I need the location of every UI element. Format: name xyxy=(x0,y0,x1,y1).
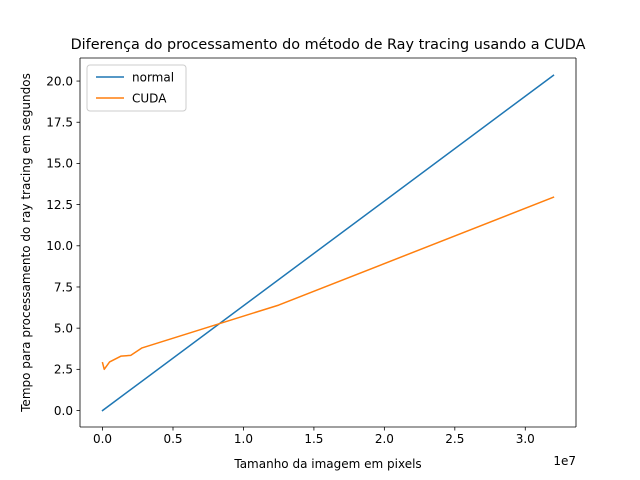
legend: normal CUDA xyxy=(86,64,187,112)
x-tick-label: 2.0 xyxy=(375,432,394,446)
x-axis-offset-label: 1e7 xyxy=(553,454,576,468)
series-line-cuda xyxy=(101,196,555,371)
x-tick-label: 3.0 xyxy=(516,432,535,446)
y-tick-label: 15.0 xyxy=(46,157,73,171)
x-tick-label: 0.5 xyxy=(163,432,182,446)
x-axis-label: Tamanho da imagem em pixels xyxy=(233,457,421,471)
legend-entry-normal: normal xyxy=(132,70,174,84)
series-line-normal xyxy=(101,74,555,412)
y-tick-label: 20.0 xyxy=(46,74,73,88)
x-tick-label: 1.0 xyxy=(234,432,253,446)
y-tick-label: 7.5 xyxy=(54,280,73,294)
y-axis-label: Tempo para processamento do ray tracing … xyxy=(19,73,33,413)
axes-layer xyxy=(79,57,577,428)
chart-title: Diferença do processamento do método de … xyxy=(71,37,586,53)
x-tick-label: 1.5 xyxy=(304,432,323,446)
y-tick-label: 0.0 xyxy=(54,404,73,418)
x-tick-label: 2.5 xyxy=(445,432,464,446)
y-tick-label: 2.5 xyxy=(54,363,73,377)
y-tick-label: 5.0 xyxy=(54,321,73,335)
y-tick-label: 12.5 xyxy=(46,198,73,212)
y-tick-label: 10.0 xyxy=(46,239,73,253)
legend-entry-cuda: CUDA xyxy=(132,91,167,105)
x-tick-label: 0.0 xyxy=(93,432,112,446)
y-axis-ticks: 0.0 2.5 5.0 7.5 10.0 12.5 15.0 17.5 20.0 xyxy=(46,74,80,418)
y-tick-label: 17.5 xyxy=(46,116,73,130)
series-layer xyxy=(101,74,555,412)
x-axis-ticks: 0.0 0.5 1.0 1.5 2.0 2.5 3.0 xyxy=(93,427,535,446)
